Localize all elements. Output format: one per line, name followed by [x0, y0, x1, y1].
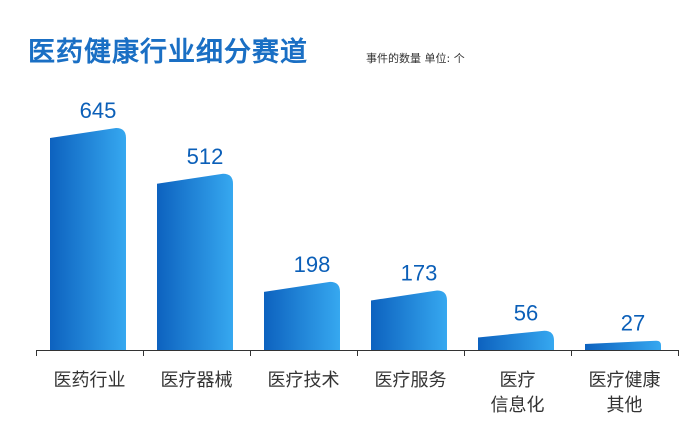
category-label-4: 医疗服务 [375, 370, 447, 391]
category-label-5-line-1: 医疗 [500, 370, 536, 391]
category-label-6-line-1: 医疗健康 [589, 370, 661, 391]
value-label-3: 198 [294, 252, 331, 277]
value-label-2: 512 [187, 144, 224, 169]
bar-3 [264, 281, 340, 350]
value-label-5: 56 [514, 301, 538, 326]
chart-title: 医药健康行业细分赛道 [28, 37, 308, 68]
bar-2 [157, 173, 233, 350]
category-label-2: 医疗器械 [161, 370, 233, 391]
bar-1 [50, 128, 126, 350]
category-label-6-line-2: 其他 [607, 395, 643, 416]
value-label-4: 173 [401, 260, 438, 285]
category-label-1: 医药行业 [54, 370, 126, 391]
value-label-6: 27 [621, 311, 645, 336]
value-label-1: 645 [80, 98, 117, 123]
bar-5 [478, 330, 554, 350]
bar-6 [585, 340, 661, 350]
category-label-5-line-2: 信息化 [491, 395, 545, 416]
category-label-3: 医疗技术 [268, 370, 340, 391]
chart-subtitle: 事件的数量 单位: 个 [366, 52, 465, 65]
bar-4 [371, 290, 447, 350]
